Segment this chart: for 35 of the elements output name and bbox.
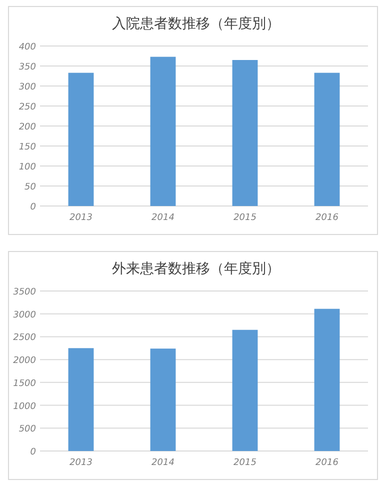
y-tick-label: 400: [18, 42, 36, 52]
y-tick-label: 0: [30, 448, 36, 458]
bar: [68, 72, 94, 206]
y-tick-label: 200: [18, 122, 36, 132]
y-tick-label: 150: [18, 142, 36, 152]
x-tick-label: 2013: [70, 458, 93, 468]
y-tick-label: 2000: [13, 356, 36, 366]
y-tick-label: 50: [24, 182, 36, 192]
y-tick-label: 2500: [13, 333, 36, 344]
bar: [150, 56, 176, 206]
y-tick-label: 250: [18, 102, 36, 112]
y-tick-label: 1500: [13, 378, 36, 389]
y-tick-label: 100: [18, 162, 36, 172]
x-tick-label: 2014: [152, 458, 175, 468]
chart-title: 入院患者数推移（年度別）: [112, 16, 280, 32]
x-tick-label: 2015: [234, 213, 257, 223]
bar: [150, 348, 176, 451]
x-tick-label: 2016: [316, 213, 339, 223]
y-tick-label: 3000: [13, 310, 36, 320]
bar: [232, 330, 258, 451]
x-tick-label: 2014: [152, 213, 175, 223]
x-tick-label: 2016: [316, 458, 339, 468]
y-tick-label: 0: [30, 202, 36, 212]
bar: [232, 60, 258, 206]
y-tick-label: 3500: [13, 288, 36, 298]
bar: [314, 308, 340, 451]
x-tick-label: 2015: [234, 458, 257, 468]
x-tick-label: 2013: [70, 213, 93, 223]
y-tick-label: 500: [18, 424, 36, 435]
y-tick-label: 300: [18, 82, 36, 92]
y-tick-label: 350: [18, 62, 36, 72]
bar: [68, 348, 94, 451]
y-tick-label: 1000: [13, 402, 36, 412]
chart-title: 外来患者数推移（年度別）: [112, 261, 280, 277]
bar: [314, 72, 340, 206]
